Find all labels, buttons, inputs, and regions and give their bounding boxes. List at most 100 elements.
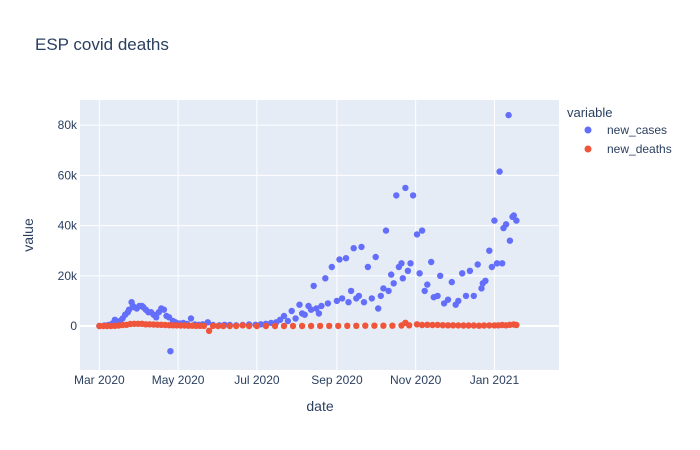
data-point bbox=[377, 292, 384, 300]
data-point bbox=[505, 111, 512, 119]
data-point bbox=[434, 321, 441, 329]
data-point bbox=[233, 322, 240, 330]
data-point bbox=[434, 292, 441, 300]
data-point bbox=[399, 275, 406, 282]
data-point bbox=[214, 322, 222, 330]
legend-item-new-deaths[interactable]: new_deaths bbox=[584, 142, 672, 156]
data-point bbox=[371, 322, 378, 329]
data-point bbox=[465, 322, 472, 329]
plot-area bbox=[80, 100, 559, 370]
data-point bbox=[360, 299, 368, 306]
data-point bbox=[407, 260, 414, 267]
data-point bbox=[289, 322, 297, 330]
data-point bbox=[460, 322, 467, 329]
data-point bbox=[313, 305, 320, 312]
data-point bbox=[502, 221, 510, 228]
data-point bbox=[413, 321, 421, 328]
data-point bbox=[380, 322, 387, 329]
data-point bbox=[368, 295, 375, 302]
data-point bbox=[444, 322, 452, 329]
data-point bbox=[362, 322, 369, 329]
data-point bbox=[307, 322, 315, 330]
data-point bbox=[253, 322, 261, 330]
data-point bbox=[284, 317, 292, 325]
data-point bbox=[402, 184, 409, 192]
data-point bbox=[418, 321, 426, 329]
y-axis-title: value bbox=[20, 218, 36, 252]
data-point bbox=[444, 296, 452, 303]
data-point bbox=[328, 263, 335, 271]
x-tick-label: Sep 2020 bbox=[311, 373, 363, 387]
data-point bbox=[424, 281, 431, 288]
data-point bbox=[486, 322, 493, 329]
data-point bbox=[513, 321, 520, 329]
data-point bbox=[455, 322, 462, 329]
y-tick-label: 80k bbox=[58, 118, 78, 132]
x-axis-ticks: Mar 2020 May 2020 Jul 2020 Sep 2020 Nov 2020… bbox=[74, 373, 519, 387]
data-point bbox=[390, 280, 397, 287]
data-point bbox=[510, 212, 517, 219]
data-point bbox=[437, 272, 444, 279]
data-point bbox=[336, 256, 343, 263]
data-point bbox=[478, 285, 485, 292]
legend-label: new_cases bbox=[607, 123, 667, 137]
data-point bbox=[488, 263, 496, 271]
data-point bbox=[318, 302, 325, 310]
series-new-deaths bbox=[96, 319, 520, 334]
data-point bbox=[409, 192, 417, 199]
data-point bbox=[335, 322, 342, 330]
data-point bbox=[393, 192, 400, 199]
legend-marker bbox=[584, 126, 592, 134]
data-point bbox=[226, 322, 233, 330]
data-point bbox=[388, 271, 395, 278]
data-point bbox=[271, 322, 279, 330]
x-tick-label: Jul 2020 bbox=[234, 373, 280, 387]
data-point bbox=[385, 287, 392, 295]
data-point bbox=[262, 322, 270, 330]
data-point bbox=[205, 327, 213, 334]
data-point bbox=[513, 217, 520, 224]
data-point bbox=[455, 297, 462, 305]
data-point bbox=[466, 267, 474, 274]
x-axis-title: date bbox=[306, 398, 333, 414]
data-point bbox=[470, 292, 477, 300]
data-point bbox=[404, 267, 412, 274]
data-point bbox=[358, 243, 365, 251]
data-point bbox=[499, 260, 506, 267]
legend[interactable]: variable new_cases new_deaths bbox=[567, 105, 672, 156]
data-point bbox=[310, 282, 317, 290]
data-point bbox=[413, 231, 421, 238]
data-point bbox=[342, 255, 350, 262]
legend-item-new-cases[interactable]: new_cases bbox=[584, 123, 668, 137]
data-point bbox=[382, 227, 390, 234]
legend-label: new_deaths bbox=[607, 142, 672, 156]
series-new-cases bbox=[96, 111, 520, 355]
data-point bbox=[350, 245, 357, 252]
y-axis-ticks: 0 20k 40k 60k 80k bbox=[58, 118, 78, 333]
data-point bbox=[506, 237, 514, 244]
x-tick-label: Jan 2021 bbox=[470, 373, 520, 387]
data-point bbox=[424, 321, 431, 328]
y-tick-label: 40k bbox=[58, 219, 78, 233]
y-tick-label: 20k bbox=[58, 269, 78, 283]
y-tick-label: 0 bbox=[70, 319, 77, 333]
legend-title: variable bbox=[567, 105, 613, 120]
data-point bbox=[475, 322, 483, 329]
data-point bbox=[333, 297, 341, 305]
data-point bbox=[493, 260, 501, 267]
data-point bbox=[315, 310, 323, 317]
data-point bbox=[347, 287, 355, 295]
data-point bbox=[322, 275, 329, 282]
data-point bbox=[398, 260, 405, 267]
data-point bbox=[448, 278, 455, 286]
data-point bbox=[375, 305, 382, 312]
data-point bbox=[482, 277, 489, 284]
data-point bbox=[474, 261, 481, 268]
data-point bbox=[480, 322, 488, 329]
data-point bbox=[153, 314, 160, 321]
data-point bbox=[316, 322, 324, 330]
data-point bbox=[296, 301, 303, 308]
data-point bbox=[491, 217, 498, 224]
x-tick-label: Nov 2020 bbox=[390, 373, 442, 387]
